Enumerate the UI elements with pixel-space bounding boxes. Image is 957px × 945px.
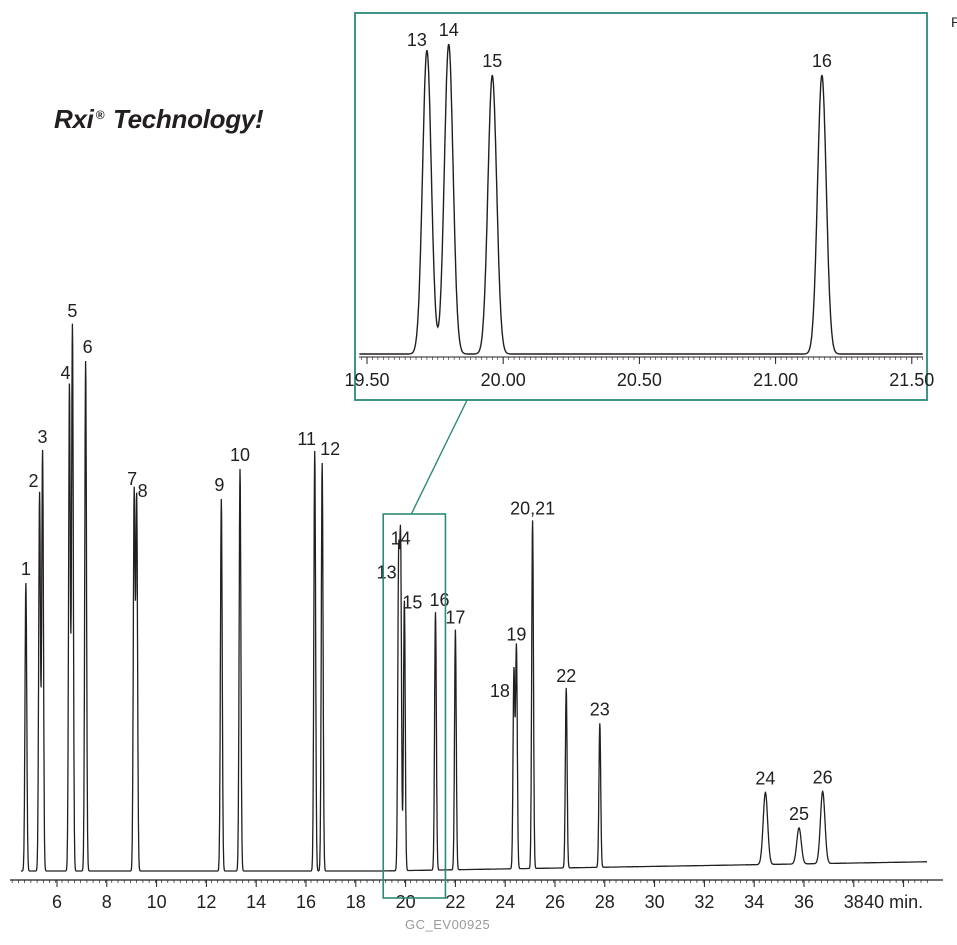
x-tick-label: 10: [147, 892, 167, 912]
inset-x-tick-label: 20.50: [617, 370, 662, 390]
chromatogram-trace: [21, 324, 927, 871]
inset-x-tick-label: 21.00: [753, 370, 798, 390]
peak-label-2: 2: [29, 471, 39, 491]
inset-peak-label-14: 14: [439, 20, 459, 40]
x-tick-label: 40 min.: [864, 892, 923, 912]
peak-label-20-21: 20,21: [510, 498, 555, 518]
peak-label-6: 6: [83, 337, 93, 357]
peak-label-14: 14: [391, 529, 411, 549]
inset-frame: [355, 13, 927, 400]
peak-label-24: 24: [755, 769, 775, 789]
peak-label-17: 17: [445, 608, 465, 628]
x-tick-label: 34: [744, 892, 764, 912]
x-tick-label: 36: [794, 892, 814, 912]
peak-label-8: 8: [138, 481, 148, 501]
x-tick-label: 12: [196, 892, 216, 912]
peak-label-25: 25: [789, 804, 809, 824]
x-tick-label: 24: [495, 892, 515, 912]
peak-label-22: 22: [556, 666, 576, 686]
peak-label-5: 5: [67, 301, 77, 321]
peak-label-13: 13: [377, 563, 397, 583]
peak-label-11: 11: [297, 429, 316, 449]
x-tick-label: 16: [296, 892, 316, 912]
peak-label-1: 1: [21, 559, 31, 579]
peak-label-23: 23: [590, 699, 610, 719]
peak-label-3: 3: [38, 427, 48, 447]
x-tick-label: 14: [246, 892, 266, 912]
peak-label-12: 12: [320, 439, 340, 459]
x-tick-label: 18: [346, 892, 366, 912]
inset-peak-label-16: 16: [812, 51, 832, 71]
peak-label-4: 4: [60, 363, 70, 383]
peak-label-26: 26: [813, 768, 833, 788]
inset-x-tick-label: 20.00: [481, 370, 526, 390]
x-tick-label: 22: [445, 892, 465, 912]
peak-label-18: 18: [490, 681, 510, 701]
peak-label-15: 15: [402, 593, 422, 613]
x-tick-label: 30: [645, 892, 665, 912]
x-tick-label: 6: [52, 892, 62, 912]
peak-label-10: 10: [230, 445, 250, 465]
inset-peak-label-15: 15: [482, 51, 502, 71]
x-tick-label: 8: [102, 892, 112, 912]
peak-label-19: 19: [506, 625, 526, 645]
inset-x-tick-label: 19.50: [344, 370, 389, 390]
inset-x-tick-label: 21.50: [889, 370, 934, 390]
zoom-connector-line: [411, 390, 472, 514]
x-tick-label: 38: [844, 892, 864, 912]
peak-label-9: 9: [214, 475, 224, 495]
x-tick-label: 20: [396, 892, 416, 912]
inset-peak-label-13: 13: [407, 30, 427, 50]
x-tick-label: 26: [545, 892, 565, 912]
x-tick-label: 32: [694, 892, 714, 912]
x-tick-label: 28: [595, 892, 615, 912]
peak-label-7: 7: [127, 469, 137, 489]
